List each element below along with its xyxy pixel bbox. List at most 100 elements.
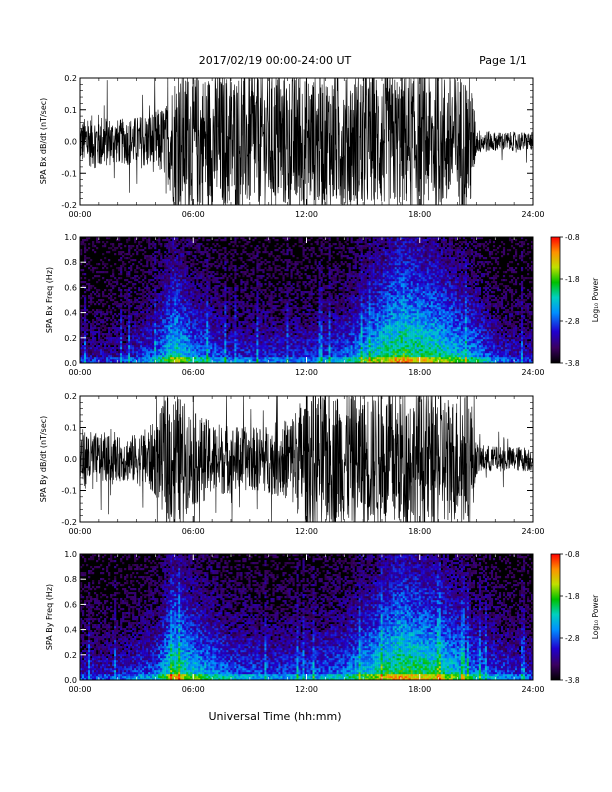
- heatmap-cell: [256, 323, 259, 326]
- heatmap-cell: [270, 327, 273, 330]
- heatmap-cell: [162, 261, 165, 264]
- heatmap-cell: [100, 333, 103, 336]
- heatmap-cell: [184, 255, 187, 258]
- heatmap-cell: [140, 361, 143, 364]
- heatmap-cell: [238, 313, 241, 316]
- heatmap-cell: [256, 285, 259, 288]
- heatmap-cell: [278, 359, 281, 362]
- heatmap-cell: [254, 349, 257, 352]
- heatmap-cell: [230, 301, 233, 304]
- heatmap-cell: [260, 341, 263, 344]
- heatmap-cell: [194, 355, 197, 358]
- heatmap-cell: [116, 355, 119, 358]
- heatmap-cell: [192, 335, 195, 338]
- heatmap-cell: [186, 319, 189, 322]
- heatmap-cell: [122, 323, 125, 326]
- heatmap-cell: [222, 323, 225, 326]
- heatmap-cell: [148, 331, 151, 334]
- heatmap-cell: [162, 271, 165, 274]
- heatmap-cell: [110, 361, 113, 364]
- heatmap-cell: [256, 309, 259, 312]
- heatmap-cell: [228, 303, 231, 306]
- heatmap-cell: [158, 297, 161, 300]
- heatmap-cell: [224, 315, 227, 318]
- heatmap-cell: [128, 323, 131, 326]
- heatmap-cell: [80, 347, 83, 350]
- heatmap-cell: [272, 343, 275, 346]
- heatmap-cell: [122, 295, 125, 298]
- heatmap-cell: [296, 269, 299, 272]
- heatmap-cell: [166, 341, 169, 344]
- heatmap-cell: [250, 291, 253, 294]
- heatmap-cell: [206, 327, 209, 330]
- heatmap-cell: [188, 299, 191, 302]
- heatmap-cell: [210, 247, 213, 250]
- heatmap-cell: [222, 351, 225, 354]
- heatmap-cell: [284, 339, 287, 342]
- heatmap-cell: [230, 317, 233, 320]
- heatmap-cell: [112, 307, 115, 310]
- heatmap-cell: [286, 301, 289, 304]
- heatmap-cell: [88, 339, 91, 342]
- heatmap-cell: [126, 329, 129, 332]
- heatmap-cell: [200, 275, 203, 278]
- heatmap-cell: [270, 253, 273, 256]
- heatmap-cell: [170, 289, 173, 292]
- heatmap-cell: [94, 355, 97, 358]
- heatmap-cell: [258, 285, 261, 288]
- heatmap-cell: [206, 349, 209, 352]
- heatmap-cell: [232, 329, 235, 332]
- heatmap-cell: [242, 347, 245, 350]
- heatmap-cell: [214, 323, 217, 326]
- heatmap-cell: [222, 247, 225, 250]
- heatmap-cell: [134, 277, 137, 280]
- heatmap-cell: [302, 311, 305, 314]
- heatmap-cell: [118, 289, 121, 292]
- heatmap-cell: [272, 255, 275, 258]
- heatmap-cell: [270, 301, 273, 304]
- heatmap-cell: [152, 241, 155, 244]
- heatmap-cell: [202, 265, 205, 268]
- heatmap-cell: [100, 355, 103, 358]
- heatmap-cell: [234, 291, 237, 294]
- heatmap-cell: [176, 295, 179, 298]
- heatmap-cell: [144, 271, 147, 274]
- heatmap-cell: [196, 329, 199, 332]
- heatmap-cell: [162, 359, 165, 362]
- heatmap-cell: [190, 299, 193, 302]
- heatmap-cell: [152, 317, 155, 320]
- heatmap-cell: [260, 323, 263, 326]
- heatmap-cell: [204, 339, 207, 342]
- heatmap-cell: [178, 271, 181, 274]
- heatmap-cell: [252, 321, 255, 324]
- heatmap-cell: [194, 357, 197, 360]
- heatmap-cell: [132, 349, 135, 352]
- heatmap-cell: [164, 309, 167, 312]
- heatmap-cell: [234, 315, 237, 318]
- heatmap-cell: [100, 339, 103, 342]
- heatmap-cell: [284, 359, 287, 362]
- heatmap-cell: [170, 247, 173, 250]
- heatmap-cell: [92, 333, 95, 336]
- heatmap-cell: [186, 283, 189, 286]
- heatmap-cell: [204, 265, 207, 268]
- heatmap-cell: [112, 337, 115, 340]
- heatmap-cell: [222, 347, 225, 350]
- heatmap-cell: [264, 347, 267, 350]
- heatmap-cell: [102, 359, 105, 362]
- heatmap-cell: [242, 237, 245, 240]
- heatmap-cell: [298, 321, 301, 324]
- heatmap-cell: [238, 341, 241, 344]
- heatmap-cell: [286, 355, 289, 358]
- heatmap-cell: [152, 349, 155, 352]
- heatmap-cell: [300, 261, 303, 264]
- heatmap-cell: [304, 321, 307, 324]
- heatmap-cell: [218, 295, 221, 298]
- heatmap-cell: [206, 317, 209, 320]
- heatmap-cell: [118, 305, 121, 308]
- heatmap-cell: [206, 321, 209, 324]
- heatmap-cell: [90, 335, 93, 338]
- heatmap-cell: [192, 263, 195, 266]
- heatmap-cell: [146, 355, 149, 358]
- heatmap-cell: [142, 339, 145, 342]
